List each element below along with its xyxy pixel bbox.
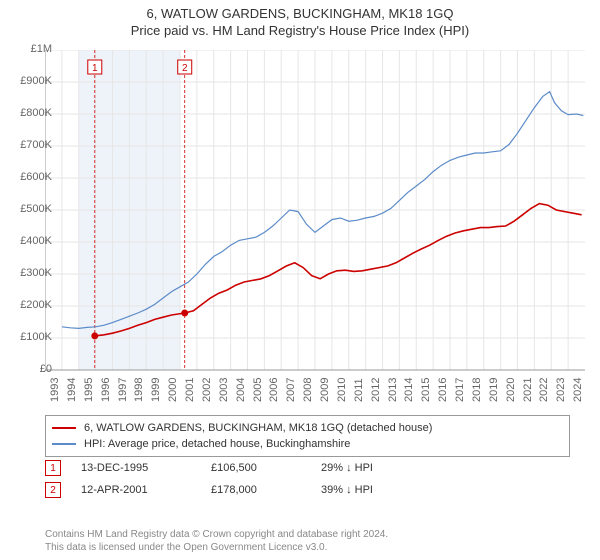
- x-tick-label: 1994: [66, 378, 78, 402]
- legend-row: 6, WATLOW GARDENS, BUCKINGHAM, MK18 1GQ …: [52, 420, 563, 436]
- legend-label: HPI: Average price, detached house, Buck…: [84, 438, 350, 450]
- x-tick-label: 2012: [370, 378, 382, 402]
- marker-detail-row: 2 12-APR-2001 £178,000 39% ↓ HPI: [45, 482, 570, 498]
- x-tick-label: 2003: [218, 378, 230, 402]
- x-tick-label: 2008: [302, 378, 314, 402]
- marker-pct: 29% ↓ HPI: [321, 462, 441, 474]
- marker-pct: 39% ↓ HPI: [321, 484, 441, 496]
- legend-label: 6, WATLOW GARDENS, BUCKINGHAM, MK18 1GQ …: [84, 422, 432, 434]
- y-tick-label: £1M: [8, 43, 52, 55]
- x-tick-label: 2023: [555, 378, 567, 402]
- y-tick-label: £900K: [8, 75, 52, 87]
- title-block: 6, WATLOW GARDENS, BUCKINGHAM, MK18 1GQ …: [0, 0, 600, 38]
- x-tick-label: 1996: [100, 378, 112, 402]
- x-tick-label: 2020: [505, 378, 517, 402]
- x-tick-label: 1999: [150, 378, 162, 402]
- x-tick-label: 1995: [83, 378, 95, 402]
- y-tick-label: £800K: [8, 107, 52, 119]
- y-tick-label: £400K: [8, 235, 52, 247]
- y-tick-label: £500K: [8, 203, 52, 215]
- svg-text:2: 2: [182, 63, 188, 74]
- x-tick-label: 2016: [437, 378, 449, 402]
- x-tick-label: 2024: [572, 378, 584, 402]
- x-tick-label: 2019: [488, 378, 500, 402]
- footer-line: Contains HM Land Registry data © Crown c…: [45, 528, 388, 541]
- chart-container: 6, WATLOW GARDENS, BUCKINGHAM, MK18 1GQ …: [0, 0, 600, 560]
- x-tick-label: 2014: [403, 378, 415, 402]
- svg-text:1: 1: [92, 63, 98, 74]
- y-tick-label: £300K: [8, 267, 52, 279]
- title-subtitle: Price paid vs. HM Land Registry's House …: [0, 23, 600, 38]
- x-tick-label: 2002: [201, 378, 213, 402]
- y-tick-label: £700K: [8, 139, 52, 151]
- marker-badge-icon: 2: [45, 482, 61, 498]
- x-tick-label: 2004: [235, 378, 247, 402]
- marker-date: 12-APR-2001: [81, 484, 211, 496]
- legend-row: HPI: Average price, detached house, Buck…: [52, 436, 563, 452]
- footer-line: This data is licensed under the Open Gov…: [45, 541, 388, 554]
- legend-box: 6, WATLOW GARDENS, BUCKINGHAM, MK18 1GQ …: [45, 415, 570, 457]
- x-tick-label: 2018: [471, 378, 483, 402]
- x-tick-label: 2022: [538, 378, 550, 402]
- x-tick-label: 2010: [336, 378, 348, 402]
- x-tick-label: 2011: [353, 378, 365, 402]
- footer-attribution: Contains HM Land Registry data © Crown c…: [45, 528, 388, 554]
- x-tick-label: 2001: [184, 378, 196, 402]
- x-tick-label: 2005: [252, 378, 264, 402]
- title-address: 6, WATLOW GARDENS, BUCKINGHAM, MK18 1GQ: [0, 6, 600, 21]
- x-tick-label: 1993: [49, 378, 61, 402]
- marker-date: 13-DEC-1995: [81, 462, 211, 474]
- x-tick-label: 2013: [387, 378, 399, 402]
- x-tick-label: 2017: [454, 378, 466, 402]
- x-tick-label: 2015: [420, 378, 432, 402]
- y-tick-label: £600K: [8, 171, 52, 183]
- y-tick-label: £200K: [8, 299, 52, 311]
- x-tick-label: 2000: [167, 378, 179, 402]
- legend-swatch-blue: [52, 443, 76, 445]
- marker-price: £106,500: [211, 462, 321, 474]
- x-tick-label: 2006: [268, 378, 280, 402]
- chart-svg: 12: [45, 50, 585, 400]
- x-tick-label: 2007: [285, 378, 297, 402]
- x-tick-label: 2021: [522, 378, 534, 402]
- x-tick-label: 1997: [117, 378, 129, 402]
- marker-price: £178,000: [211, 484, 321, 496]
- y-tick-label: £0: [8, 363, 52, 375]
- marker-badge-icon: 1: [45, 460, 61, 476]
- x-tick-label: 1998: [133, 378, 145, 402]
- x-tick-label: 2009: [319, 378, 331, 402]
- legend-swatch-red: [52, 427, 76, 429]
- marker-detail-row: 1 13-DEC-1995 £106,500 29% ↓ HPI: [45, 460, 570, 476]
- y-tick-label: £100K: [8, 331, 52, 343]
